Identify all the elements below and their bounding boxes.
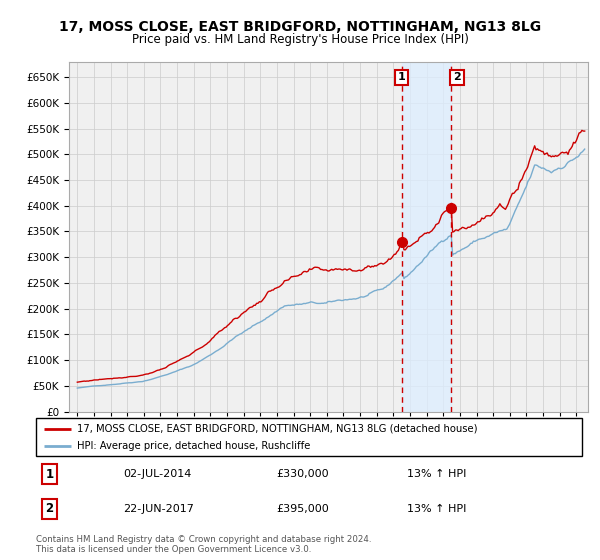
Text: HPI: Average price, detached house, Rushcliffe: HPI: Average price, detached house, Rush… [77,441,310,451]
Bar [401,62,451,412]
Text: Contains HM Land Registry data © Crown copyright and database right 2024.
This d: Contains HM Land Registry data © Crown c… [36,535,371,554]
Text: 2: 2 [453,72,461,82]
Text: Price paid vs. HM Land Registry's House Price Index (HPI): Price paid vs. HM Land Registry's House … [131,32,469,46]
Text: 13% ↑ HPI: 13% ↑ HPI [407,469,467,479]
Text: 2: 2 [46,502,54,515]
Text: 1: 1 [398,72,406,82]
Text: 17, MOSS CLOSE, EAST BRIDGFORD, NOTTINGHAM, NG13 8LG: 17, MOSS CLOSE, EAST BRIDGFORD, NOTTINGH… [59,20,541,34]
Text: £330,000: £330,000 [276,469,329,479]
Text: 13% ↑ HPI: 13% ↑ HPI [407,504,467,514]
Text: 1: 1 [46,468,54,480]
Text: £395,000: £395,000 [276,504,329,514]
Text: 17, MOSS CLOSE, EAST BRIDGFORD, NOTTINGHAM, NG13 8LG (detached house): 17, MOSS CLOSE, EAST BRIDGFORD, NOTTINGH… [77,423,478,433]
FancyBboxPatch shape [36,418,582,456]
Text: 02-JUL-2014: 02-JUL-2014 [124,469,192,479]
Text: 22-JUN-2017: 22-JUN-2017 [124,504,194,514]
